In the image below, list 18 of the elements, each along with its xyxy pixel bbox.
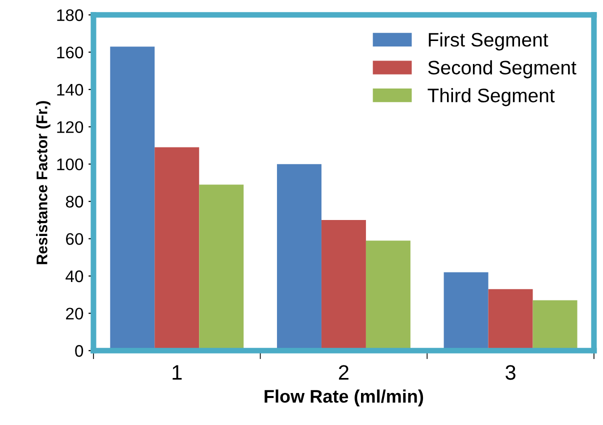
x-tick-label: 3: [506, 365, 516, 380]
y-tick-label: 180: [57, 9, 84, 22]
y-tick-label: 140: [57, 84, 84, 96]
y-tick-label: 40: [66, 270, 84, 282]
y-tick-label: 120: [57, 121, 84, 133]
y-tick-label: 80: [66, 196, 84, 208]
x-tick-label: 2: [338, 365, 348, 380]
legend-label: Second Segment: [428, 60, 576, 78]
y-tick-label: 0: [75, 345, 84, 357]
x-tick-label: 1: [172, 365, 182, 380]
y-tick-label: 60: [66, 233, 84, 245]
legend-label: Third Segment: [428, 88, 555, 106]
legend-label: First Segment: [428, 32, 548, 50]
y-tick-label: 100: [57, 158, 84, 170]
x-axis-title: Flow Rate (ml/min): [264, 389, 424, 406]
y-axis-title: Resistance Factor (Fr.): [36, 101, 50, 264]
y-tick-label: 20: [66, 308, 84, 320]
y-tick-label: 160: [57, 46, 84, 58]
